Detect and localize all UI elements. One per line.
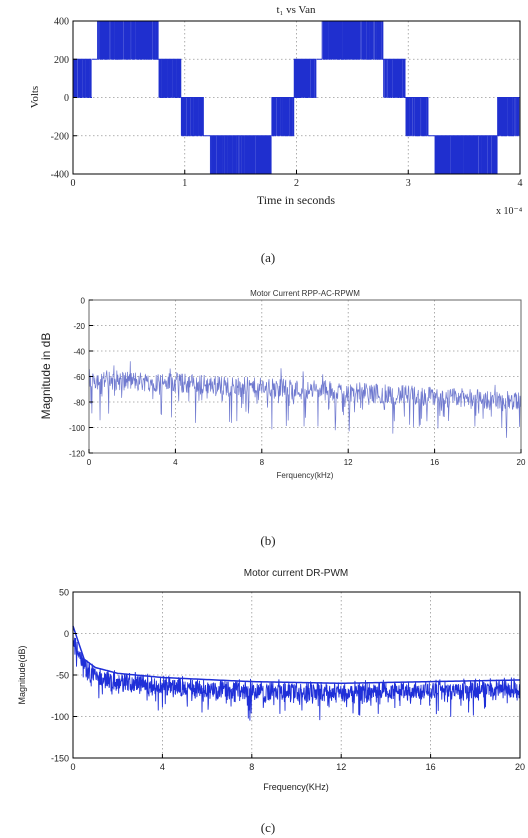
- x-tick-label: 0: [87, 458, 92, 467]
- x-tick-label: 12: [336, 762, 346, 772]
- y-tick-label: 50: [59, 588, 69, 598]
- chart-a-y-ticks: 400 200 0 -200 -400: [51, 17, 77, 181]
- chart-c: Motor current DR-PWM 50 0 -50 -100 -150 0 4 8 1…: [17, 568, 525, 835]
- y-tick-label: 0: [64, 629, 69, 639]
- y-tick-label: -120: [69, 450, 86, 459]
- x-tick-label: 4: [173, 458, 178, 467]
- x-tick-label: 4: [160, 762, 165, 772]
- x-tick-label: 20: [517, 458, 526, 467]
- chart-b-ylabel: Magnitude in dB: [39, 333, 53, 420]
- y-tick-label: 200: [54, 55, 69, 66]
- chart-c-caption: (c): [261, 820, 275, 835]
- y-tick-label: -20: [73, 322, 85, 331]
- series-line: [88, 361, 522, 438]
- chart-a-caption: (a): [261, 250, 275, 265]
- x-tick-label: 12: [344, 458, 353, 467]
- chart-b-x-ticks: 0 4 8 12 16 20: [87, 449, 526, 467]
- chart-a-plot: [72, 20, 521, 175]
- chart-c-ylabel: Magnitude(dB): [17, 645, 27, 704]
- chart-b: Motor Current RPP-AC-RPWM 0 -20 -40 -60 -80 -…: [39, 289, 526, 548]
- x-tick-label: 4: [518, 178, 523, 189]
- y-tick-label: -400: [51, 170, 69, 181]
- y-tick-label: -80: [73, 399, 85, 408]
- chart-a-ylabel: Volts: [29, 86, 41, 108]
- x-tick-label: 0: [70, 762, 75, 772]
- y-tick-label: -60: [73, 373, 85, 382]
- y-tick-label: -200: [51, 131, 69, 142]
- chart-b-caption: (b): [260, 533, 275, 548]
- y-tick-label: -40: [73, 348, 85, 357]
- y-tick-label: 0: [64, 93, 69, 104]
- y-tick-label: 400: [54, 17, 69, 28]
- series-line: [72, 20, 521, 175]
- chart-b-y-ticks: 0 -20 -40 -60 -80 -100 -120: [69, 297, 93, 459]
- x-tick-label: 16: [430, 458, 439, 467]
- chart-b-grid: [89, 300, 521, 453]
- chart-b-xlabel: Ferquency(kHz): [277, 471, 334, 480]
- x-tick-label: 2: [294, 178, 299, 189]
- chart-a: t₁ vs Van 400 200 0 -200 -400 0 1 2 3 4 Volts Ti…: [29, 4, 523, 265]
- chart-b-title: Motor Current RPP-AC-RPWM: [250, 289, 360, 298]
- chart-c-x-ticks: 0 4 8 12 16 20: [70, 754, 525, 772]
- y-tick-label: -100: [69, 424, 86, 433]
- chart-c-y-ticks: 50 0 -50 -100 -150: [51, 588, 77, 764]
- chart-c-xlabel: Frequency(KHz): [263, 782, 329, 792]
- x-tick-label: 16: [426, 762, 436, 772]
- series-envelope: [72, 625, 521, 685]
- series-line: [72, 627, 521, 721]
- chart-c-title: Motor current DR-PWM: [244, 568, 348, 579]
- chart-b-plot: [88, 361, 522, 438]
- x-tick-label: 8: [249, 762, 254, 772]
- chart-a-xlabel: Time in seconds: [257, 193, 336, 207]
- x-tick-label: 20: [515, 762, 525, 772]
- x-tick-label: 8: [260, 458, 265, 467]
- chart-c-grid: [73, 592, 520, 758]
- chart-a-title: t₁ vs Van: [276, 4, 316, 16]
- chart-a-x-multiplier: x 10⁻⁴: [496, 206, 523, 217]
- x-tick-label: 3: [406, 178, 411, 189]
- x-tick-label: 0: [71, 178, 76, 189]
- chart-a-x-ticks: 0 1 2 3 4: [71, 170, 523, 189]
- y-tick-label: -150: [51, 754, 69, 764]
- y-tick-label: -50: [56, 671, 69, 681]
- x-tick-label: 1: [182, 178, 187, 189]
- y-tick-label: 0: [81, 297, 86, 306]
- y-tick-label: -100: [51, 712, 69, 722]
- chart-c-plot: [72, 625, 521, 721]
